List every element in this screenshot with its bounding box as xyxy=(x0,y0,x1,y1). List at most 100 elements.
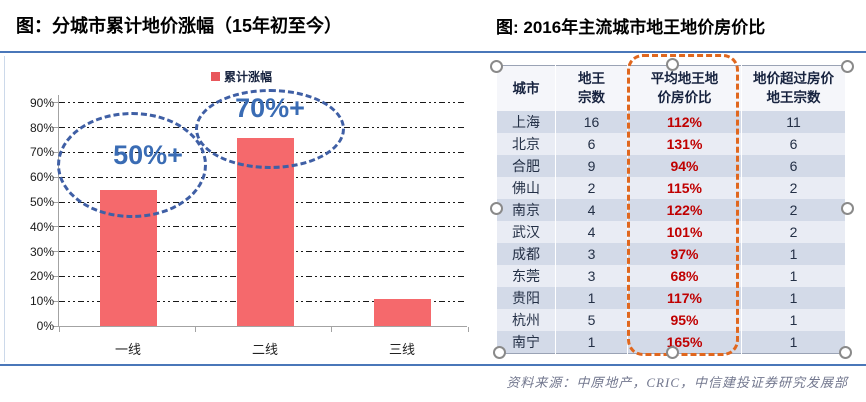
header-cell: 地价超过房价 地王宗数 xyxy=(741,65,846,111)
count-cell: 4 xyxy=(555,198,628,221)
highlight-ellipse-second-tier xyxy=(195,89,345,169)
y-axis-label-80%: 80% xyxy=(29,120,54,135)
x-tick-3 xyxy=(467,327,469,332)
price-ratio-cell: 122% xyxy=(627,198,742,221)
table-header-row: 城市 地王 宗数 平均地王地 价房价比 地价超过房价 地王宗数 xyxy=(496,65,846,111)
y-axis-label-20%: 20% xyxy=(29,269,54,284)
annotation-70-percent-plus: 70%+ xyxy=(235,93,305,123)
y-axis-label-70%: 70% xyxy=(29,145,54,160)
price-ratio-cell: 131% xyxy=(627,132,742,155)
city-cell: 武汉 xyxy=(496,220,556,243)
count-cell: 2 xyxy=(741,176,846,199)
city-cell: 上海 xyxy=(496,110,556,133)
y-tick-0% xyxy=(53,325,59,327)
y-tick-90% xyxy=(53,102,59,104)
highlight-ellipse-first-tier xyxy=(57,112,207,218)
chart-legend: 累计涨幅 xyxy=(211,68,272,85)
selection-handle-top-left[interactable] xyxy=(490,60,503,73)
selection-handle-top-center[interactable] xyxy=(666,58,679,71)
selection-handle-bottom-right[interactable] xyxy=(839,346,852,359)
bar-chart-plot: 0% 10% 20% 30% 40% 50% 60% 70% 80% 90% 一线 二线 三线 xyxy=(30,95,469,357)
table-row: 武汉 4 101% 2 xyxy=(496,220,846,243)
price-ratio-cell: 97% xyxy=(627,242,742,265)
count-cell: 9 xyxy=(555,154,628,177)
city-cell: 南京 xyxy=(496,198,556,221)
y-axis-label-50%: 50% xyxy=(29,195,54,209)
price-ratio-cell: 101% xyxy=(627,220,742,243)
source-note: 资料来源：中原地产，CRIC，中信建投证券研究发展部 xyxy=(506,375,848,390)
count-cell: 6 xyxy=(741,154,846,177)
count-cell: 1 xyxy=(741,330,846,353)
count-cell: 4 xyxy=(555,220,628,243)
count-cell: 1 xyxy=(741,264,846,287)
legend-marker-icon xyxy=(211,72,220,81)
y-tick-70% xyxy=(53,151,59,153)
table-row: 合肥 9 94% 6 xyxy=(496,154,846,177)
count-cell: 2 xyxy=(741,198,846,221)
count-cell: 11 xyxy=(741,110,846,133)
y-tick-10% xyxy=(53,300,59,302)
y-tick-40% xyxy=(53,226,59,228)
city-cell: 北京 xyxy=(496,132,556,155)
count-cell: 6 xyxy=(555,132,628,155)
count-cell: 3 xyxy=(555,242,628,265)
count-cell: 2 xyxy=(555,176,628,199)
x-axis-label-一线: 一线 xyxy=(114,342,141,357)
count-cell: 5 xyxy=(555,308,628,331)
price-ratio-cell: 95% xyxy=(627,308,742,331)
selection-handle-top-right[interactable] xyxy=(841,60,854,73)
count-cell: 6 xyxy=(741,132,846,155)
count-cell: 1 xyxy=(741,286,846,309)
y-axis-label-90%: 90% xyxy=(29,95,54,110)
count-cell: 1 xyxy=(555,286,628,309)
top-divider-line xyxy=(0,51,866,53)
city-cell: 南宁 xyxy=(496,330,556,353)
city-table: 城市 地王 宗数 平均地王地 价房价比 地价超过房价 地王宗数 上海 16 112% 11 北京… xyxy=(496,65,846,354)
city-cell: 杭州 xyxy=(496,308,556,331)
table-row: 南京 4 122% 2 xyxy=(496,198,846,221)
bar-三线 xyxy=(373,298,431,326)
bottom-divider-line xyxy=(0,364,866,366)
y-tick-20% xyxy=(53,275,59,277)
selection-handle-bottom-center[interactable] xyxy=(666,346,679,359)
header-cell: 地王 宗数 xyxy=(555,65,628,111)
table-row: 贵阳 1 117% 1 xyxy=(496,286,846,309)
y-axis-label-60%: 60% xyxy=(29,170,54,185)
table-row: 北京 6 131% 6 xyxy=(496,132,846,155)
selection-handle-right[interactable] xyxy=(841,202,854,215)
header-cell: 城市 xyxy=(496,65,556,111)
count-cell: 1 xyxy=(741,308,846,331)
table-row: 东莞 3 68% 1 xyxy=(496,264,846,287)
x-tick-1 xyxy=(194,327,196,332)
count-cell: 2 xyxy=(741,220,846,243)
column-highlight-dashed-rect xyxy=(627,54,739,356)
y-axis-label-10%: 10% xyxy=(29,294,54,309)
annotation-50-percent-plus: 50%+ xyxy=(113,140,183,170)
right-table-title: 图: 2016年主流城市地王地价房价比 xyxy=(496,18,766,37)
y-axis-label-30%: 30% xyxy=(29,244,54,259)
selection-handle-left[interactable] xyxy=(490,202,503,215)
x-tick-2 xyxy=(331,327,333,332)
x-axis-label-二线: 二线 xyxy=(251,342,278,357)
table-row: 成都 3 97% 1 xyxy=(496,242,846,265)
y-tick-30% xyxy=(53,251,59,253)
city-cell: 合肥 xyxy=(496,154,556,177)
header-cell: 平均地王地 价房价比 xyxy=(627,65,742,111)
count-cell: 16 xyxy=(555,110,628,133)
city-cell: 贵阳 xyxy=(496,286,556,309)
price-ratio-cell: 117% xyxy=(627,286,742,309)
y-axis-label-40%: 40% xyxy=(29,219,54,234)
selection-handle-bottom-left[interactable] xyxy=(493,346,506,359)
table-row: 佛山 2 115% 2 xyxy=(496,176,846,199)
legend-label: 累计涨幅 xyxy=(224,70,273,84)
left-chart-title: 图：分城市累计地价涨幅（15年初至今） xyxy=(16,16,343,36)
count-cell: 3 xyxy=(555,264,628,287)
x-tick-0 xyxy=(58,327,60,332)
land-king-table-panel: 城市 地王 宗数 平均地王地 价房价比 地价超过房价 地王宗数 上海 16 112% 11 北京… xyxy=(496,65,846,354)
x-axis-label-三线: 三线 xyxy=(388,342,415,357)
price-ratio-cell: 68% xyxy=(627,264,742,287)
y-tick-60% xyxy=(53,176,59,178)
y-tick-50% xyxy=(53,201,59,203)
bar-chart-panel: 累计涨幅 0% 10% 20% 30% 40% 50% 60% 70% 80% 90% 一线 二线 三线… xyxy=(4,56,474,362)
